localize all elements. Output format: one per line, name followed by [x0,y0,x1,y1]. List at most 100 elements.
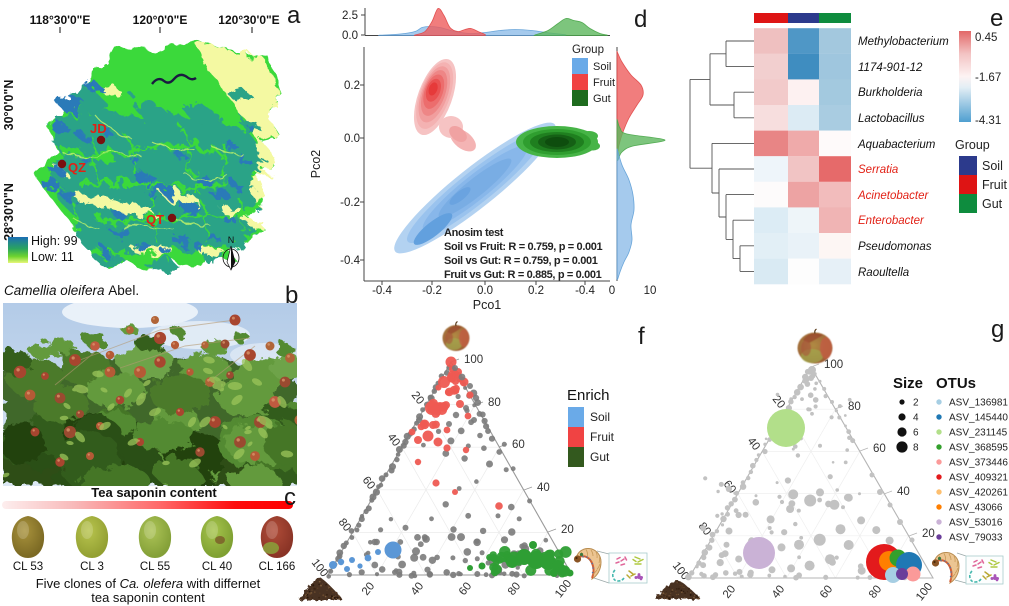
svg-text:CL 3: CL 3 [80,561,104,573]
svg-text:80: 80 [867,583,884,600]
svg-text:0.0: 0.0 [342,30,358,42]
svg-text:Lactobacillus: Lactobacillus [858,113,925,125]
svg-text:Low: 11: Low: 11 [31,250,74,264]
svg-text:Camellia oleifera Abel.: Camellia oleifera Abel. [4,283,139,298]
svg-text:0: 0 [609,285,615,297]
svg-text:0.2: 0.2 [344,80,360,92]
svg-text:40: 40 [745,435,762,452]
svg-text:JD: JD [90,121,107,136]
svg-text:ASV_136981: ASV_136981 [949,398,1008,409]
svg-text:Methylobacterium: Methylobacterium [858,36,949,48]
svg-text:6: 6 [913,428,919,439]
svg-text:20: 20 [561,524,574,536]
svg-text:Gut: Gut [982,197,1003,211]
svg-text:High: 99: High: 99 [31,234,78,248]
svg-text:20: 20 [922,528,935,540]
svg-text:Enrich: Enrich [567,387,610,404]
svg-text:Fruit: Fruit [590,430,615,444]
svg-text:Soil vs Fruit: R = 0.759, p =: Soil vs Fruit: R = 0.759, p = 0.001 [444,241,603,253]
svg-text:20: 20 [360,580,377,597]
svg-text:Enterobacter: Enterobacter [858,215,925,227]
svg-text:CL 53: CL 53 [13,561,43,573]
svg-text:0.2: 0.2 [528,285,544,297]
svg-text:Soil: Soil [590,410,610,424]
svg-text:100: 100 [914,581,935,604]
svg-text:Pco1: Pco1 [473,298,502,312]
svg-text:Raoultella: Raoultella [858,267,909,279]
svg-text:60: 60 [457,580,474,597]
svg-text:tea saponin content: tea saponin content [91,590,205,605]
svg-text:Aquabacterium: Aquabacterium [857,139,936,151]
svg-text:1174-901-12: 1174-901-12 [858,62,923,74]
svg-text:ASV_420261: ASV_420261 [949,488,1008,499]
svg-text:-0.2: -0.2 [340,197,360,209]
svg-text:120°30'0"E: 120°30'0"E [218,13,279,27]
svg-text:Burkholderia: Burkholderia [858,87,923,99]
svg-text:-0.4: -0.4 [575,285,595,297]
svg-text:80: 80 [488,397,501,409]
svg-text:28°30'0"N: 28°30'0"N [2,183,16,241]
svg-text:N: N [228,235,235,245]
svg-text:Pco2: Pco2 [309,150,323,179]
svg-text:ASV_53016: ASV_53016 [949,518,1003,529]
svg-text:Serratia: Serratia [858,164,898,176]
svg-text:ASV_231145: ASV_231145 [949,428,1008,439]
svg-text:4: 4 [913,413,919,424]
svg-text:-4.31: -4.31 [975,115,1001,127]
svg-text:Fruit vs Gut: R = 0.885, p = 0: Fruit vs Gut: R = 0.885, p = 0.001 [444,269,602,281]
svg-text:Gut: Gut [590,450,610,464]
svg-text:ASV_43066: ASV_43066 [949,503,1003,514]
svg-text:60: 60 [512,439,525,451]
svg-text:d: d [634,6,647,33]
svg-text:0.0: 0.0 [344,133,360,145]
svg-text:20: 20 [409,389,426,406]
svg-text:20: 20 [721,583,738,600]
svg-text:Tea saponin content: Tea saponin content [91,485,217,500]
svg-text:f: f [638,323,645,350]
svg-text:-0.4: -0.4 [340,255,360,267]
svg-text:40: 40 [897,486,910,498]
svg-text:ASV_409321: ASV_409321 [949,473,1008,484]
svg-text:0.0: 0.0 [477,285,493,297]
svg-text:2.5: 2.5 [342,10,358,22]
svg-text:60: 60 [873,443,886,455]
svg-text:Soil: Soil [982,159,1003,173]
svg-text:Fruit: Fruit [593,77,615,89]
svg-text:Size: Size [893,375,923,392]
svg-text:CL 40: CL 40 [202,561,232,573]
svg-text:80: 80 [848,401,861,413]
svg-text:c: c [284,484,296,511]
svg-text:Soil vs Gut: R = 0.759, p = 0.: Soil vs Gut: R = 0.759, p = 0.001 [444,255,598,267]
svg-text:8: 8 [913,443,919,454]
svg-text:80: 80 [506,580,523,597]
svg-text:Soil: Soil [593,61,611,73]
svg-text:CL 166: CL 166 [259,561,296,573]
svg-text:0.45: 0.45 [975,32,997,44]
svg-text:e: e [990,5,1003,32]
svg-text:OTUs: OTUs [936,375,976,392]
svg-text:120°0'0"E: 120°0'0"E [133,13,188,27]
svg-text:ASV_373446: ASV_373446 [949,458,1008,469]
svg-text:Group: Group [955,138,990,152]
svg-text:-0.4: -0.4 [372,285,392,297]
svg-text:-1.67: -1.67 [975,72,1001,84]
svg-text:Gut: Gut [593,93,611,105]
svg-text:2: 2 [913,398,919,409]
svg-text:QZ: QZ [68,160,86,175]
svg-text:ASV_79033: ASV_79033 [949,533,1003,544]
svg-text:100: 100 [824,359,843,371]
svg-text:Anosim test: Anosim test [444,227,504,239]
svg-text:a: a [287,2,301,29]
svg-text:Fruit: Fruit [982,178,1008,192]
svg-text:40: 40 [409,580,426,597]
svg-text:-0.2: -0.2 [422,285,442,297]
svg-text:10: 10 [644,285,657,297]
svg-text:b: b [285,282,298,309]
svg-text:Pseudomonas: Pseudomonas [858,241,932,253]
svg-text:ASV_145440: ASV_145440 [949,413,1008,424]
svg-text:100: 100 [553,578,574,601]
svg-text:100: 100 [464,354,483,366]
svg-text:40: 40 [770,583,787,600]
svg-text:CL 55: CL 55 [140,561,170,573]
svg-text:ASV_368595: ASV_368595 [949,443,1008,454]
